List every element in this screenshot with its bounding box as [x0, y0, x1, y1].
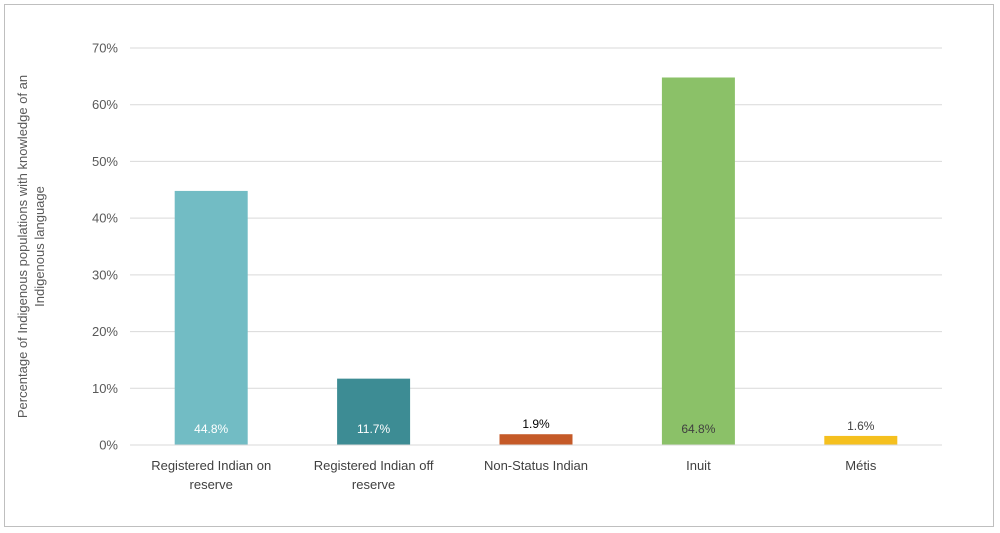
data-label: 1.9%	[522, 417, 550, 431]
y-tick-label: 60%	[92, 97, 118, 112]
y-axis-label: Percentage of Indigenous populations wit…	[15, 75, 30, 418]
bar	[661, 77, 735, 446]
bar	[174, 190, 248, 445]
x-tick-label: Non-Status Indian	[484, 458, 588, 473]
y-tick-label: 0%	[99, 438, 118, 453]
y-tick-label: 10%	[92, 381, 118, 396]
data-label: 64.8%	[681, 422, 715, 436]
x-tick-label: reserve	[352, 477, 395, 492]
y-tick-label: 20%	[92, 324, 118, 339]
y-tick-label: 50%	[92, 154, 118, 169]
x-tick-label: Inuit	[686, 458, 711, 473]
bar	[337, 378, 411, 445]
x-tick-label: reserve	[190, 477, 233, 492]
x-tick-label: Registered Indian on	[151, 458, 271, 473]
data-label: 44.8%	[194, 422, 228, 436]
y-tick-label: 40%	[92, 211, 118, 226]
data-label: 11.7%	[357, 422, 390, 436]
bar	[824, 435, 898, 445]
y-tick-label: 30%	[92, 267, 118, 282]
x-tick-label: Métis	[845, 458, 877, 473]
y-axis-label: Indigenous language	[32, 186, 47, 307]
bar	[499, 434, 573, 445]
x-tick-label: Registered Indian off	[314, 458, 434, 473]
y-tick-label: 70%	[92, 41, 118, 56]
data-label: 1.6%	[847, 419, 875, 433]
